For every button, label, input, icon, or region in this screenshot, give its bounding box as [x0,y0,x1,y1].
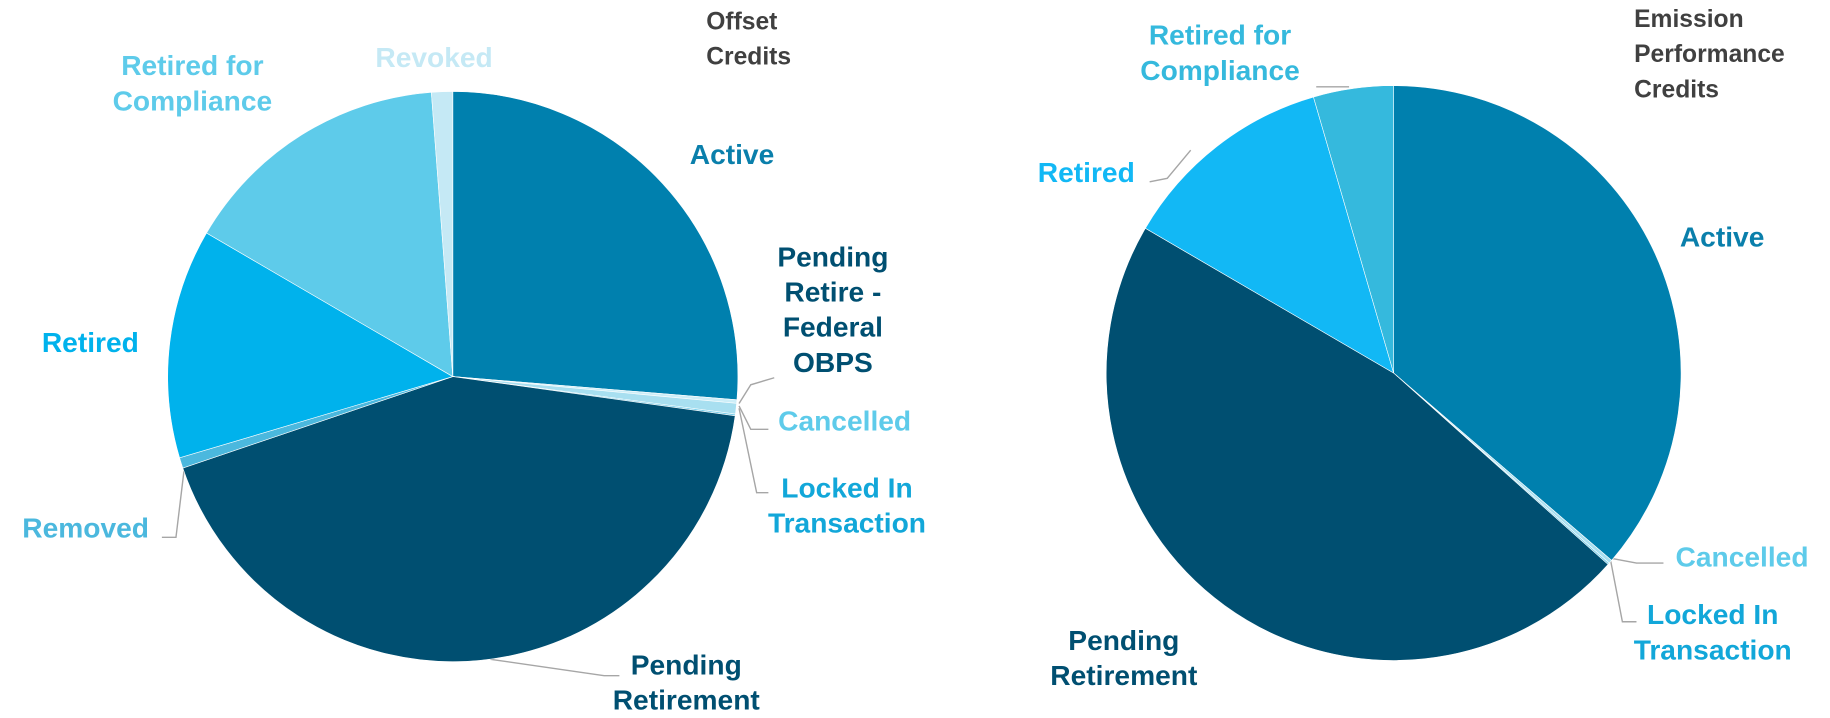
slice-label: Active [689,139,775,172]
leader-line [1149,149,1192,183]
chart-title: Emission Performance Credits [1634,5,1785,104]
pie-slice [182,376,736,662]
leader-line [1609,560,1637,623]
slice-label: Pending Retire - Federal OBPS [777,241,889,379]
slice-label: Pending Retirement [612,649,760,717]
leader-line [738,405,769,431]
slice-label: Locked In Transaction [1633,599,1792,667]
slice-label: Cancelled [778,405,912,438]
pie-slice [1313,85,1394,374]
leader-line [738,377,775,404]
slice-label: Active [1679,221,1765,254]
pie-slice [1393,85,1682,561]
leader-line [161,469,185,538]
slice-label: Retired for Compliance [1140,19,1300,87]
slice-label: Locked In Transaction [767,472,926,540]
pie-slice [431,91,454,377]
slice-label: Retired for Compliance [112,50,273,118]
pie-slice [1105,227,1609,661]
slice-label: Retired [1037,157,1135,189]
pie-slice [452,91,739,401]
slice-label: Retired [41,327,139,359]
pie-slice [167,232,454,459]
slice-label: Cancelled [1675,541,1809,574]
chart-title: Offset Credits [706,8,792,71]
slice-label: Removed [22,512,150,545]
leader-line [490,658,620,677]
leader-line [738,408,769,494]
slice-label: Pending Retirement [1050,625,1198,693]
pie-slice [206,91,454,378]
leader-line [1611,557,1664,564]
slice-label: Revoked [375,42,493,74]
pie-slice [1144,96,1395,374]
